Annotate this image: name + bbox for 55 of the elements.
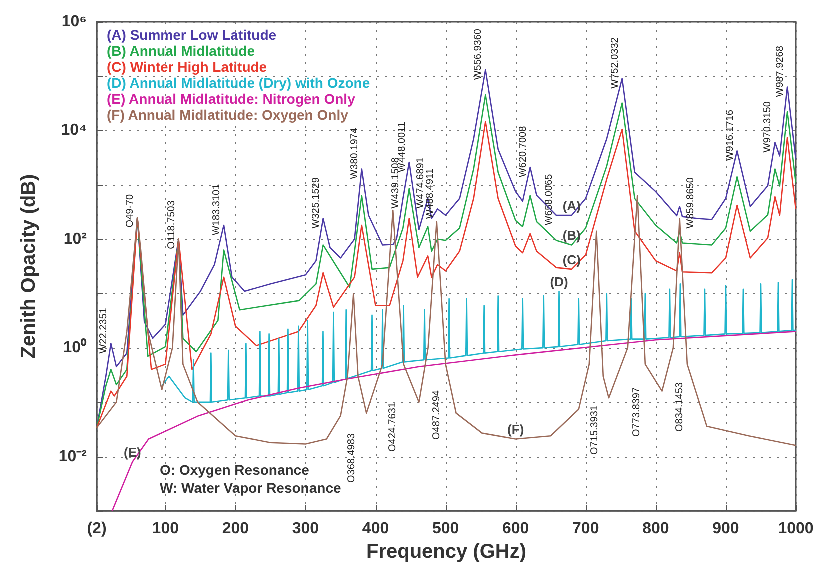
annotation: W658.0065 (544, 174, 555, 226)
annotation: O368.4983 (346, 433, 358, 483)
text: (B) Annual Midlatitude (107, 43, 256, 59)
text: (E) Annual Midlatitude: Nitrogen Only (107, 91, 356, 107)
annotation: (F) (508, 422, 524, 438)
annotation: W183.3101 (211, 184, 222, 236)
text: (A) Summer Low Latitude (107, 27, 277, 43)
x-tick-label: 500 (432, 520, 460, 538)
line-series (112, 331, 797, 512)
annotation: W: Water Vapor Resonance (160, 480, 342, 496)
text: (D) Annual Midlatitude (Dry) with Ozone (107, 75, 370, 91)
y-tick-label: 10⁰ (63, 338, 87, 357)
annotation: O: Oxygen Resonance (160, 462, 310, 478)
x-tick-label: 400 (362, 520, 390, 538)
annotation: W22.2351 (98, 308, 110, 354)
x-axis-title: Frequency (GHz) (366, 541, 527, 563)
y-tick-label: 10⁴ (61, 122, 88, 140)
annotation: O715.3931 (590, 405, 600, 455)
annotation: (C) (562, 252, 581, 268)
text: (C) Winter High Latitude (107, 59, 268, 75)
annotation: O487.2494 (432, 390, 442, 440)
x-tick-label: 1000 (778, 520, 814, 538)
annotation: W987.9268 (775, 46, 786, 98)
text: (F) Annual Midlatitude: Oxygen Only (107, 107, 349, 123)
annotation: O834.1453 (674, 382, 686, 432)
annotation: W970.3150 (762, 101, 774, 153)
annotation: W474.6891 (416, 157, 427, 209)
x-tick-label: 300 (292, 520, 320, 538)
y-tick-label: 10² (64, 230, 87, 248)
y-tick-label: 10⁻² (58, 448, 87, 466)
x-tick-label: 900 (712, 520, 740, 538)
annotation: W859.8650 (685, 177, 696, 229)
y-tick-label: 10⁶ (62, 14, 87, 30)
annotation: W488.4911 (425, 168, 436, 220)
annotation: W620.7008 (518, 126, 529, 178)
y-axis-title: Zenith Opacity (dB) (18, 174, 40, 359)
x-tick-label: 700 (572, 520, 600, 538)
annotation: W752.0332 (610, 37, 621, 89)
annotation: (D) (550, 274, 568, 290)
annotation: O118.7503 (166, 200, 178, 250)
annotation: W380.1974 (349, 128, 360, 180)
x-tick-label: 200 (222, 520, 250, 538)
annotation: O424.7631 (388, 402, 398, 452)
x-tick-label: 800 (642, 520, 670, 538)
x-tick-label: 100 (152, 520, 180, 538)
x-tick-label: (2) (87, 520, 107, 538)
annotation: W916.1716 (724, 110, 736, 162)
annotation: (A) (562, 198, 581, 214)
annotation: W448.0011 (396, 122, 408, 172)
annotation: W556.9360 (473, 28, 484, 80)
annotation: (B) (562, 228, 581, 244)
annotation: O49-70 (125, 194, 136, 228)
annotation: W325.1529 (310, 177, 322, 229)
annotation: O773.8397 (632, 387, 642, 437)
x-tick-label: 600 (502, 520, 530, 538)
